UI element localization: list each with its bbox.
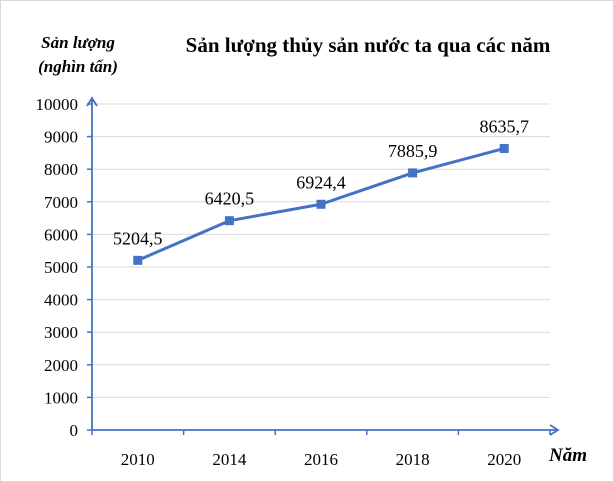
x-tick-label: 2014 — [212, 450, 247, 469]
x-tick-label: 2020 — [487, 450, 521, 469]
y-tick-label: 4000 — [44, 291, 78, 310]
y-tick-label: 0 — [70, 421, 79, 440]
y-axis-arrow — [86, 96, 98, 107]
data-point-marker — [408, 168, 418, 178]
y-tick-label: 9000 — [44, 128, 78, 147]
y-tick-label: 3000 — [44, 323, 78, 342]
data-point-marker — [224, 216, 234, 226]
data-label: 6924,4 — [296, 172, 346, 192]
x-axis-arrow — [549, 424, 560, 436]
x-axis-label: Năm — [548, 445, 587, 466]
data-label: 8635,7 — [479, 116, 529, 136]
gridlines — [92, 103, 550, 398]
y-tick-label: 10000 — [36, 95, 79, 114]
y-tick-labels: 0 1000 2000 3000 4000 5000 6000 7000 8000 9000 100… — [36, 95, 79, 440]
data-point-marker — [316, 199, 326, 209]
data-label: 5204,5 — [113, 228, 163, 248]
x-tick-label: 2018 — [396, 450, 430, 469]
axes — [86, 96, 560, 436]
data-label: 7885,9 — [388, 141, 438, 161]
y-tick-label: 2000 — [44, 356, 78, 375]
data-label: 6420,5 — [205, 189, 255, 209]
y-tick-label: 5000 — [44, 258, 78, 277]
x-tick-labels: 2010 2014 2016 2018 2020 — [121, 450, 521, 469]
data-markers — [133, 143, 509, 265]
y-axis-label: Sản lượng — [41, 33, 115, 52]
data-point-marker — [499, 143, 509, 153]
x-tick-label: 2016 — [304, 450, 338, 469]
y-tick-label: 1000 — [44, 388, 78, 407]
data-labels: 5204,5 6420,5 6924,4 7885,9 8635,7 — [113, 116, 529, 248]
y-axis-unit-label: (nghìn tấn) — [38, 57, 118, 76]
data-point-marker — [133, 255, 143, 265]
y-tick-label: 6000 — [44, 225, 78, 244]
y-tick-label: 8000 — [44, 160, 78, 179]
y-tick-label: 7000 — [44, 193, 78, 212]
chart-title: Sản lượng thủy sản nước ta qua các năm — [186, 33, 551, 57]
x-tick-label: 2010 — [121, 450, 155, 469]
